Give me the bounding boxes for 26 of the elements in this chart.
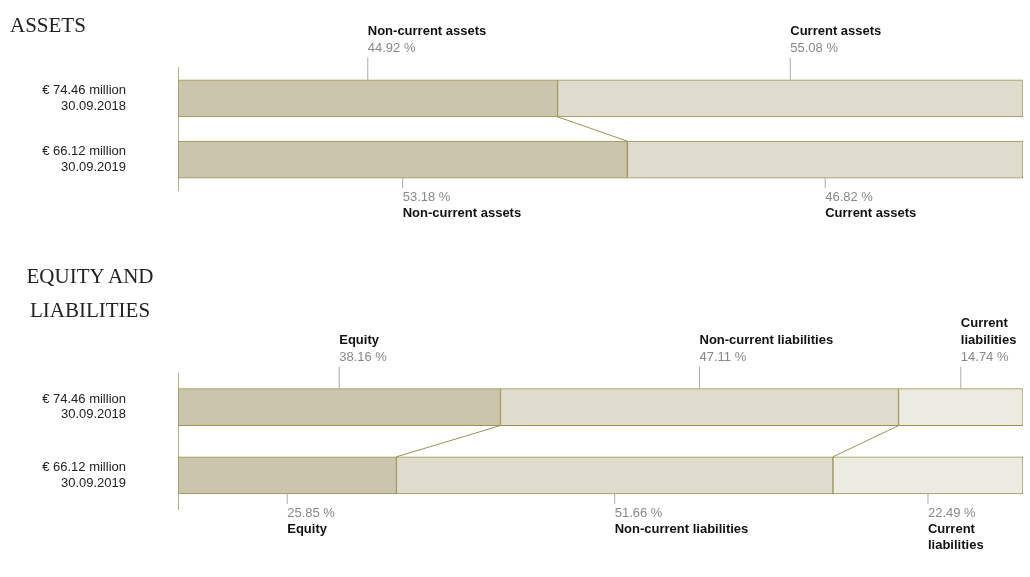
data-label: 14.74 % bbox=[960, 348, 1009, 364]
text: Non-current assets bbox=[402, 205, 522, 221]
data-label: 47.11 % bbox=[699, 348, 747, 364]
text: Non-current liabilities bbox=[614, 520, 749, 536]
text: Current liabilities bbox=[927, 520, 984, 552]
data-label: 25.85 % bbox=[287, 504, 336, 520]
y-tick-label: € 66.12 million 30.09.2019 bbox=[42, 143, 126, 175]
data-label: 51.66 % bbox=[614, 504, 663, 520]
y-tick-label: € 74.46 million 30.09.2018 bbox=[42, 82, 126, 113]
y-tick-label: € 66.12 million 30.09.2019 bbox=[42, 459, 126, 490]
data-label: 53.18 % bbox=[402, 189, 451, 205]
text: Equity bbox=[287, 520, 328, 536]
text: Non-current assets bbox=[367, 22, 487, 38]
data-label: 46.82 % bbox=[825, 189, 874, 205]
data-label: 55.08 % bbox=[790, 39, 839, 55]
text: Current liabilities bbox=[960, 314, 1017, 347]
data-label: 38.16 % bbox=[339, 348, 388, 364]
text: Equity bbox=[339, 331, 379, 347]
chart-title: EQUITY AND LIABILITIES bbox=[25, 263, 155, 324]
text: Current assets bbox=[790, 22, 882, 38]
data-label: 44.92 % bbox=[367, 39, 416, 55]
chart-title: ASSETS bbox=[10, 12, 87, 39]
text: Current assets bbox=[825, 205, 917, 221]
y-tick-label: € 74.46 million 30.09.2018 bbox=[42, 390, 126, 422]
data-label: 22.49 % bbox=[927, 504, 977, 520]
text: Non-current liabilities bbox=[699, 331, 834, 347]
